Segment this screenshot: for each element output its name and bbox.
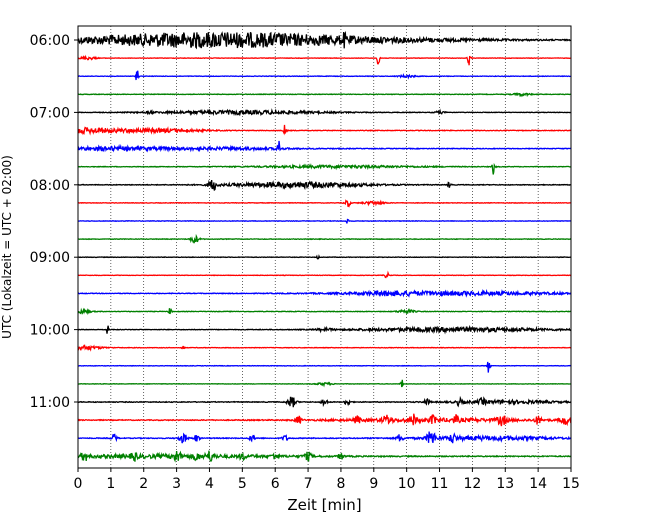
y-tick-label-2: 08:00 xyxy=(30,178,70,194)
x-axis-label: Zeit [min] xyxy=(287,496,361,514)
trace-0715 xyxy=(77,124,572,136)
trace-0800 xyxy=(77,179,572,192)
x-tick-label-6: 6 xyxy=(271,476,280,492)
x-tick-label-15: 15 xyxy=(562,476,580,492)
trace-1130 xyxy=(77,431,572,444)
x-tick-label-2: 2 xyxy=(139,476,148,492)
x-tick-label-4: 4 xyxy=(205,476,214,492)
x-tick-label-7: 7 xyxy=(304,476,313,492)
x-tick-label-1: 1 xyxy=(106,476,115,492)
trace-0900 xyxy=(77,254,572,260)
trace-0630 xyxy=(77,70,572,81)
trace-0730 xyxy=(77,140,572,153)
x-tick-label-13: 13 xyxy=(496,476,514,492)
plot-frame xyxy=(77,25,572,469)
x-tick-label-14: 14 xyxy=(529,476,547,492)
trace-0930 xyxy=(77,288,572,298)
x-tick-label-10: 10 xyxy=(398,476,416,492)
trace-0700 xyxy=(77,108,572,117)
x-tick-label-11: 11 xyxy=(431,476,449,492)
y-tick-label-5: 11:00 xyxy=(30,395,70,411)
trace-1030 xyxy=(77,361,572,373)
trace-1015 xyxy=(77,344,572,352)
y-tick-label-3: 09:00 xyxy=(30,250,70,266)
x-tick-label-12: 12 xyxy=(463,476,481,492)
y-tick-label-4: 10:00 xyxy=(30,323,70,339)
x-tick-label-3: 3 xyxy=(172,476,181,492)
y-tick-label-0: 06:00 xyxy=(30,33,70,49)
y-tick-label-1: 07:00 xyxy=(30,105,70,121)
trace-1145 xyxy=(77,450,572,463)
trace-0745 xyxy=(77,162,572,175)
trace-1115 xyxy=(77,413,572,427)
traces xyxy=(77,30,572,463)
trace-0915 xyxy=(77,270,572,279)
x-tick-label-8: 8 xyxy=(336,476,345,492)
y-ticks: 06:00 07:00 08:00 09:00 10:00 11:00 xyxy=(30,33,78,411)
x-tick-label-0: 0 xyxy=(74,476,83,492)
trace-1000 xyxy=(77,324,572,335)
y-axis-label: UTC (Lokalzeit = UTC + 02:00) xyxy=(0,155,14,339)
x-ticks: 0 1 2 3 4 5 6 7 8 9 10 11 12 13 14 15 xyxy=(74,468,580,492)
trace-0600 xyxy=(77,30,572,50)
trace-1045 xyxy=(77,379,572,388)
trace-0615 xyxy=(77,54,572,66)
trace-0645 xyxy=(77,92,572,98)
trace-0830 xyxy=(77,218,572,224)
trace-0945 xyxy=(77,307,572,316)
trace-0815 xyxy=(77,199,572,208)
x-tick-label-5: 5 xyxy=(238,476,247,492)
x-tick-label-9: 9 xyxy=(369,476,378,492)
trace-0845 xyxy=(77,233,572,244)
trace-1100 xyxy=(77,395,572,408)
